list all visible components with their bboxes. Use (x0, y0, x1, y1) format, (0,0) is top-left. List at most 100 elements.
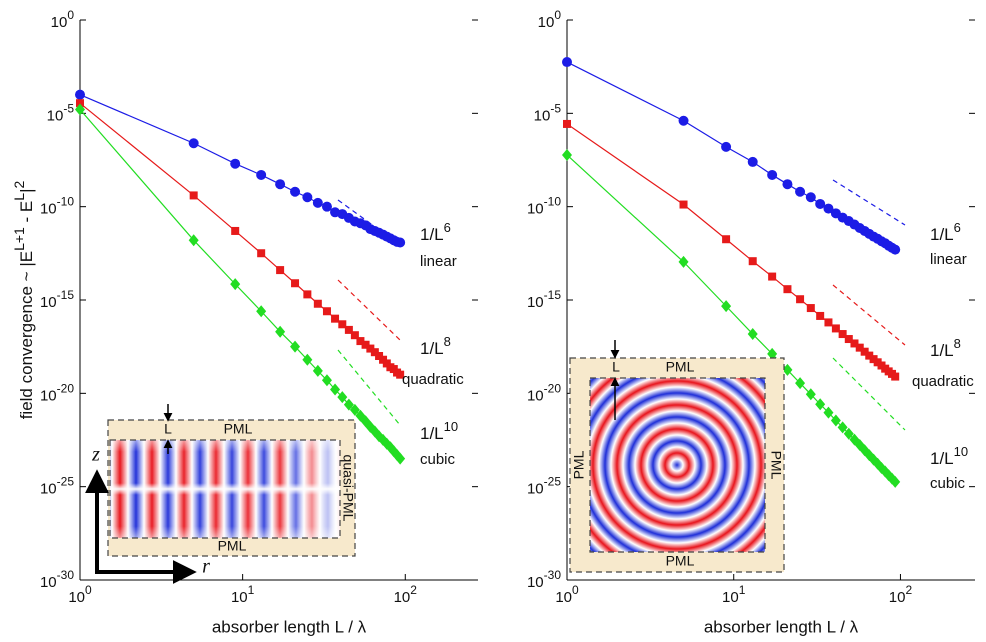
marker-diamond (230, 278, 241, 291)
marker-diamond (395, 452, 406, 465)
inset-label: L (612, 359, 620, 375)
field-shade (110, 440, 340, 538)
label-base: 10 (40, 574, 57, 591)
marker-circle (795, 186, 806, 197)
legend-label: linear (930, 251, 967, 268)
marker-circle (678, 115, 689, 126)
label-base: 10 (527, 201, 544, 218)
marker-circle (721, 141, 732, 152)
marker-diamond (843, 427, 854, 440)
marker-square (844, 335, 853, 344)
label-base: 10 (47, 107, 64, 124)
inner-frame (109, 439, 341, 539)
inset-label: quasi-PML (340, 455, 356, 522)
label-exp: 0 (572, 583, 579, 597)
marker-square (291, 279, 300, 288)
label-exp: -5 (550, 102, 561, 116)
rate-base: 1/L (930, 449, 954, 468)
y-tick-label: 10-10 (40, 195, 74, 218)
marker-circle (562, 57, 572, 68)
marker-square (370, 348, 379, 357)
rate-label: 1/L8 (420, 334, 451, 359)
y-tick-label: 10-25 (40, 475, 74, 498)
marker-square (855, 343, 864, 352)
y-tick-label: 10-30 (527, 568, 561, 591)
marker-circle (188, 138, 199, 149)
marker-diamond (75, 103, 85, 116)
rate-label: 1/L6 (420, 220, 451, 245)
inset-label: PML (768, 451, 784, 480)
rate-exp: 10 (954, 444, 968, 459)
marker-circle (815, 198, 826, 209)
label-exp: -25 (544, 475, 562, 489)
label-base: 10 (231, 589, 248, 606)
marker-diamond (830, 414, 841, 427)
rate-exp: 10 (444, 419, 458, 434)
slope-line (832, 357, 906, 431)
label-base: 10 (40, 481, 57, 498)
inset-cylindrical: L PML PML quasi-PML z r (85, 404, 356, 584)
y-tick-label: 10-10 (527, 195, 561, 218)
marker-square (189, 191, 198, 200)
marker-diamond (747, 328, 758, 341)
marker-square (356, 337, 365, 346)
slope-line (337, 349, 401, 426)
label-base: 10 (555, 589, 572, 606)
label-base: 10 (51, 14, 68, 31)
x-axis-label: absorber length L / λ (704, 617, 859, 636)
marker-square (344, 325, 353, 334)
marker-square (76, 99, 84, 108)
y-axis-label-part: - E (17, 201, 36, 227)
legend-label: cubic (930, 475, 966, 492)
rate-base: 1/L (420, 424, 444, 443)
marker-diamond (805, 388, 816, 401)
y-tick-label: 10-5 (47, 102, 75, 125)
marker-diamond (721, 300, 732, 313)
rate-base: 1/L (930, 341, 954, 360)
y-tick-label: 10-30 (40, 568, 74, 591)
marker-square (891, 372, 900, 381)
rate-exp: 6 (954, 220, 961, 235)
marker-square (850, 339, 859, 348)
rate-base: 1/L (420, 339, 444, 358)
y-tick-label: 10-25 (527, 475, 561, 498)
marker-diamond (337, 391, 348, 404)
marker-square (366, 344, 375, 353)
marker-circle (321, 201, 332, 212)
label-base: 10 (527, 574, 544, 591)
y-axis-label-part: L+1 (11, 227, 27, 251)
marker-diamond (302, 353, 313, 366)
marker-diamond (349, 403, 360, 416)
label-exp: 2 (410, 583, 417, 597)
y-axis-label-part: 2 (11, 180, 27, 188)
x-tick-label: 102 (394, 583, 418, 606)
x-tick-label: 101 (231, 583, 255, 606)
marker-diamond (782, 363, 793, 376)
marker-diamond (343, 398, 354, 411)
inset-label: PML (666, 553, 695, 569)
marker-diamond (767, 347, 778, 360)
marker-diamond (188, 234, 199, 247)
label-exp: 0 (67, 8, 74, 22)
marker-circle (805, 192, 816, 203)
inset-label: PML (224, 421, 253, 437)
label-base: 10 (534, 107, 551, 124)
inset-cartesian: L PML PML PML PML (569, 340, 785, 573)
rate-base: 1/L (930, 225, 954, 244)
rate-label: 1/L6 (930, 220, 961, 245)
marker-circle (256, 169, 267, 180)
field-map (590, 378, 765, 552)
legend-label: quadratic (912, 373, 974, 390)
marker-diamond (275, 325, 286, 338)
marker-square (361, 340, 370, 349)
marker-diamond (890, 475, 901, 488)
y-axis-label-part: L (11, 193, 27, 201)
label-exp: -15 (57, 288, 75, 302)
label-exp: -10 (57, 195, 75, 209)
y-tick-label: 10-20 (40, 382, 74, 405)
label-exp: -10 (544, 195, 562, 209)
marker-circle (823, 203, 834, 214)
marker-square (276, 266, 285, 275)
marker-square (865, 351, 874, 360)
label-base: 10 (68, 589, 85, 606)
